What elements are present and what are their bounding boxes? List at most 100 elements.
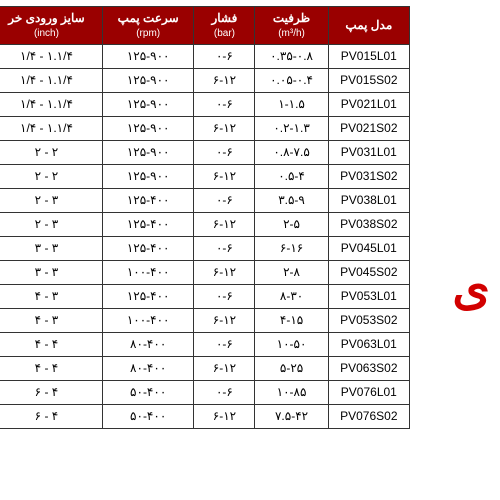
cell-pressure: ۰-۶ [194,380,255,404]
header-speed: سرعت پمپ (rpm) [102,7,194,45]
cell-capacity: ۰.۵-۴ [255,164,328,188]
cell-model: PV053L01 [328,284,409,308]
cell-model: PV021S02 [328,116,409,140]
table-row: PV021L01۱-۱.۵۰-۶۱۲۵-۹۰۰۱/۴ - ۱.۱/۴ [0,92,410,116]
cell-pressure: ۰-۶ [194,284,255,308]
header-pressure-main: فشار [211,11,237,25]
table-row: PV015S02۰.۰۵-۰.۴۶-۱۲۱۲۵-۹۰۰۱/۴ - ۱.۱/۴ [0,68,410,92]
cell-model: PV063L01 [328,332,409,356]
cell-speed: ۵۰-۴۰۰ [102,380,194,404]
cell-speed: ۱۲۵-۹۰۰ [102,116,194,140]
cell-model: PV038S02 [328,212,409,236]
cell-model: PV076S02 [328,404,409,428]
cell-model: PV076L01 [328,380,409,404]
cell-pressure: ۰-۶ [194,44,255,68]
cell-pressure: ۶-۱۲ [194,164,255,188]
table-row: PV031S02۰.۵-۴۶-۱۲۱۲۵-۹۰۰۲ - ۲ [0,164,410,188]
side-decorative-text: ی [452,260,490,316]
cell-size: ۱/۴ - ۱.۱/۴ [0,92,102,116]
cell-model: PV045L01 [328,236,409,260]
table-row: PV045L01۶-۱۶۰-۶۱۲۵-۴۰۰۳ - ۳ [0,236,410,260]
cell-speed: ۸۰-۴۰۰ [102,356,194,380]
header-model: مدل پمپ [328,7,409,45]
cell-capacity: ۰.۸-۷.۵ [255,140,328,164]
table-header-row: مدل پمپ ظرفیت (m³/h) فشار (bar) سرعت پمپ… [0,7,410,45]
cell-capacity: ۱۰-۵۰ [255,332,328,356]
header-size-sub: (inch) [0,27,100,40]
table-row: PV045S02۲-۸۶-۱۲۱۰۰-۴۰۰۳ - ۳ [0,260,410,284]
cell-capacity: ۶-۱۶ [255,236,328,260]
cell-speed: ۱۲۵-۹۰۰ [102,140,194,164]
cell-speed: ۱۲۵-۹۰۰ [102,68,194,92]
cell-size: ۳ - ۳ [0,260,102,284]
cell-pressure: ۰-۶ [194,188,255,212]
cell-capacity: ۴-۱۵ [255,308,328,332]
cell-speed: ۱۰۰-۴۰۰ [102,308,194,332]
cell-pressure: ۶-۱۲ [194,308,255,332]
cell-size: ۶ - ۴ [0,404,102,428]
cell-model: PV053S02 [328,308,409,332]
header-speed-sub: (rpm) [105,27,192,40]
cell-model: PV031L01 [328,140,409,164]
cell-size: ۴ - ۳ [0,284,102,308]
header-model-main: مدل پمپ [345,18,392,32]
cell-model: PV015L01 [328,44,409,68]
cell-size: ۴ - ۴ [0,356,102,380]
cell-speed: ۱۲۵-۹۰۰ [102,164,194,188]
table-row: PV063L01۱۰-۵۰۰-۶۸۰-۴۰۰۴ - ۴ [0,332,410,356]
header-size-main: سایز ورودی خر [8,11,85,25]
cell-size: ۶ - ۴ [0,380,102,404]
cell-model: PV045S02 [328,260,409,284]
cell-speed: ۱۲۵-۹۰۰ [102,92,194,116]
cell-pressure: ۶-۱۲ [194,404,255,428]
cell-speed: ۱۲۵-۴۰۰ [102,284,194,308]
cell-size: ۲ - ۲ [0,164,102,188]
cell-pressure: ۶-۱۲ [194,212,255,236]
cell-capacity: ۵-۲۵ [255,356,328,380]
table-row: PV021S02۰.۲-۱.۳۶-۱۲۱۲۵-۹۰۰۱/۴ - ۱.۱/۴ [0,116,410,140]
cell-speed: ۱۲۵-۴۰۰ [102,212,194,236]
table-body: PV015L01۰.۳۵-۰.۸۰-۶۱۲۵-۹۰۰۱/۴ - ۱.۱/۴PV0… [0,44,410,428]
table-row: PV053S02۴-۱۵۶-۱۲۱۰۰-۴۰۰۴ - ۳ [0,308,410,332]
cell-size: ۱/۴ - ۱.۱/۴ [0,44,102,68]
cell-capacity: ۱۰-۸۵ [255,380,328,404]
cell-capacity: ۱-۱.۵ [255,92,328,116]
cell-speed: ۵۰-۴۰۰ [102,404,194,428]
table-row: PV063S02۵-۲۵۶-۱۲۸۰-۴۰۰۴ - ۴ [0,356,410,380]
cell-model: PV015S02 [328,68,409,92]
cell-size: ۱/۴ - ۱.۱/۴ [0,68,102,92]
cell-pressure: ۶-۱۲ [194,356,255,380]
header-pressure: فشار (bar) [194,7,255,45]
cell-capacity: ۷.۵-۴۲ [255,404,328,428]
table-row: PV038S02۲-۵۶-۱۲۱۲۵-۴۰۰۲ - ۳ [0,212,410,236]
cell-speed: ۱۲۵-۴۰۰ [102,188,194,212]
cell-capacity: ۳.۵-۹ [255,188,328,212]
cell-model: PV021L01 [328,92,409,116]
cell-capacity: ۸-۳۰ [255,284,328,308]
cell-size: ۲ - ۳ [0,188,102,212]
cell-pressure: ۶-۱۲ [194,260,255,284]
pump-spec-table-container: مدل پمپ ظرفیت (m³/h) فشار (bar) سرعت پمپ… [0,6,410,429]
cell-pressure: ۰-۶ [194,140,255,164]
cell-pressure: ۶-۱۲ [194,68,255,92]
cell-speed: ۱۲۵-۴۰۰ [102,236,194,260]
pump-spec-table: مدل پمپ ظرفیت (m³/h) فشار (bar) سرعت پمپ… [0,6,410,429]
cell-model: PV038L01 [328,188,409,212]
table-row: PV053L01۸-۳۰۰-۶۱۲۵-۴۰۰۴ - ۳ [0,284,410,308]
header-pressure-sub: (bar) [196,27,252,40]
cell-pressure: ۶-۱۲ [194,116,255,140]
table-row: PV076S02۷.۵-۴۲۶-۱۲۵۰-۴۰۰۶ - ۴ [0,404,410,428]
table-row: PV031L01۰.۸-۷.۵۰-۶۱۲۵-۹۰۰۲ - ۲ [0,140,410,164]
cell-capacity: ۲-۵ [255,212,328,236]
cell-model: PV031S02 [328,164,409,188]
cell-pressure: ۰-۶ [194,92,255,116]
header-speed-main: سرعت پمپ [118,11,179,25]
cell-speed: ۸۰-۴۰۰ [102,332,194,356]
table-row: PV076L01۱۰-۸۵۰-۶۵۰-۴۰۰۶ - ۴ [0,380,410,404]
cell-capacity: ۰.۳۵-۰.۸ [255,44,328,68]
cell-capacity: ۲-۸ [255,260,328,284]
table-row: PV038L01۳.۵-۹۰-۶۱۲۵-۴۰۰۲ - ۳ [0,188,410,212]
cell-size: ۴ - ۳ [0,308,102,332]
cell-pressure: ۰-۶ [194,236,255,260]
cell-size: ۳ - ۳ [0,236,102,260]
